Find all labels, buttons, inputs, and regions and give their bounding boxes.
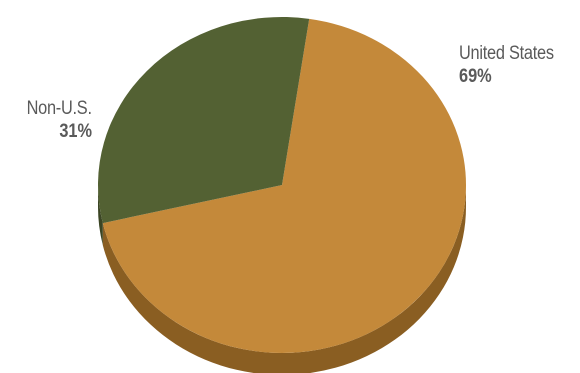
slice-label-non-us: Non-U.S. [26,98,92,119]
pie-slices [97,16,466,354]
slice-value-united-states: 69% [459,66,492,87]
pie-side-non-u-s [98,185,103,246]
pie-slice-united-states [102,18,466,354]
pie-depth [98,185,466,373]
pie-slice-non-u-s [97,16,310,224]
slice-value-non-us: 31% [59,121,92,142]
slice-label-united-states: United States [459,43,554,64]
